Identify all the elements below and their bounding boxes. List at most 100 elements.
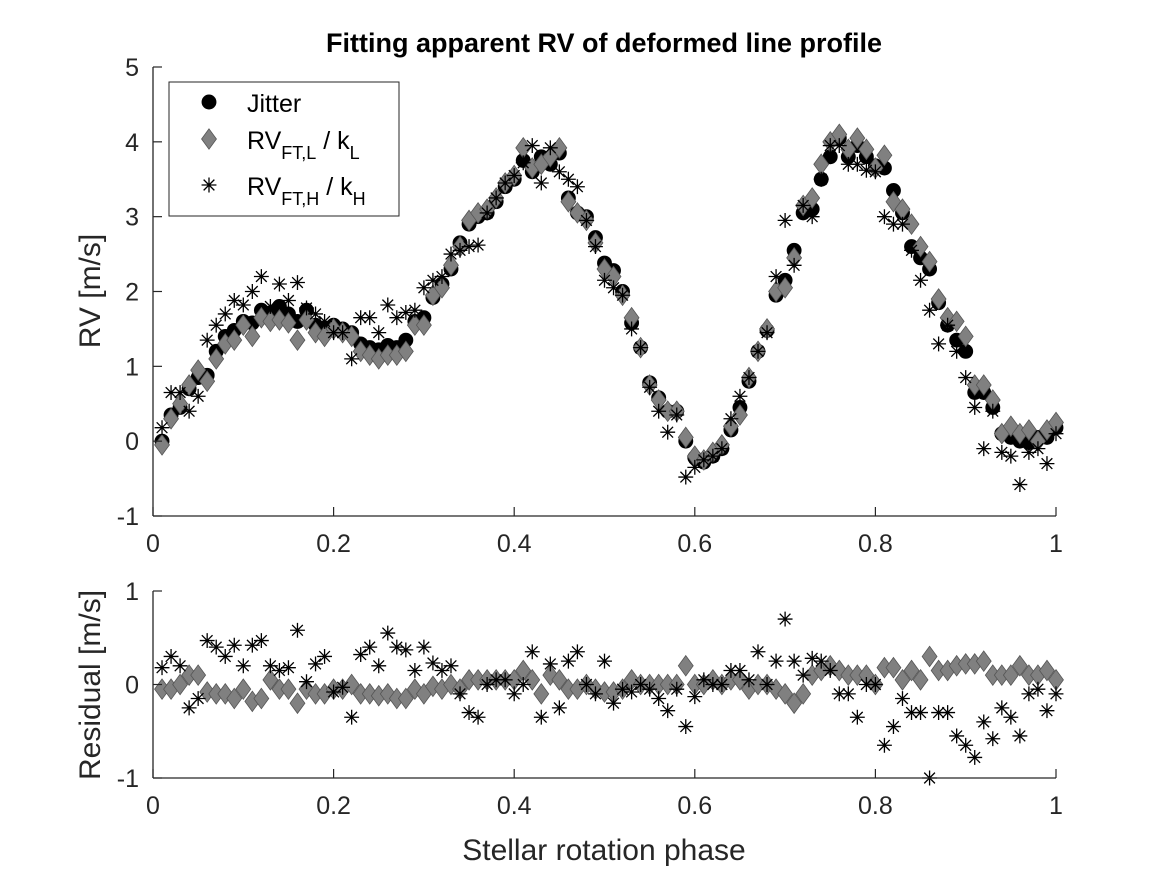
residual-point-diamond <box>172 673 189 696</box>
residual-point-star <box>299 674 314 690</box>
rv-point-star <box>271 276 287 292</box>
rv-point-star <box>922 302 938 318</box>
residual-point-diamond <box>226 687 243 710</box>
rv-point-star <box>497 175 513 191</box>
residual-point-star <box>443 658 459 674</box>
rv-point-star <box>470 237 486 253</box>
residual-point-diamond <box>533 682 550 705</box>
residual-point-star <box>786 653 802 669</box>
rv-y-tick-label: 1 <box>125 353 139 381</box>
rv-point-diamond <box>930 288 947 310</box>
rv-point-star <box>190 388 206 404</box>
rv-point-star <box>822 138 838 154</box>
rv-panel: Fitting apparent RV of deformed line pro… <box>74 28 1064 558</box>
rv-point-star <box>542 140 558 156</box>
residual-point-star <box>597 653 612 669</box>
residual-point-star <box>606 695 621 711</box>
rv-point-diamond <box>677 426 694 449</box>
rv-point-star <box>597 272 612 288</box>
rv-point-star <box>380 297 396 313</box>
rv-point-star <box>633 340 649 356</box>
rv-point-star <box>813 171 829 187</box>
legend-marker-star <box>201 177 217 193</box>
residual-point-star <box>542 656 558 672</box>
residual-point-star <box>813 653 829 669</box>
residual-point-star <box>804 650 820 666</box>
residual-point-star <box>524 644 540 660</box>
residual-point-diamond <box>542 664 559 687</box>
legend-label-part: H <box>353 189 366 209</box>
residual-point-star <box>651 691 667 706</box>
rv-point-star <box>615 287 630 303</box>
rv-point-diamond <box>1020 419 1037 441</box>
rv-point-star <box>154 420 170 436</box>
residual-point-star <box>714 677 730 692</box>
rv-point-star <box>795 198 811 213</box>
residual-point-star <box>967 749 983 765</box>
residual-point-star <box>1039 703 1055 719</box>
rv-point-star <box>579 212 594 228</box>
residual-point-star <box>172 658 188 674</box>
rv-point-star <box>759 325 775 341</box>
residual-point-star <box>687 689 703 705</box>
rv-y-tick-label: 3 <box>125 204 139 232</box>
rv-point-star <box>588 239 603 255</box>
residual-point-star <box>624 684 640 700</box>
residual-y-tick-label: 0 <box>125 672 139 700</box>
rv-point-star <box>299 300 314 316</box>
rv-point-star <box>940 317 956 333</box>
rv-point-star <box>172 385 188 400</box>
rv-point-diamond <box>957 325 974 348</box>
rv-point-star <box>876 209 892 225</box>
legend-label-part: / k <box>319 173 353 201</box>
residual-point-star <box>1030 681 1046 697</box>
rv-point-diamond <box>226 329 243 352</box>
residual-point-diamond <box>190 664 207 687</box>
residual-point-star <box>976 714 992 730</box>
rv-point-star <box>786 257 802 273</box>
rv-point-star <box>867 164 883 180</box>
rv-point-star <box>226 293 242 308</box>
rv-point-circle <box>822 149 838 165</box>
rv-point-diamond <box>397 340 414 363</box>
rv-point-star <box>524 138 540 154</box>
residual-point-star <box>750 644 766 660</box>
rv-point-diamond <box>948 310 965 333</box>
rv-point-star <box>235 297 251 313</box>
residual-point-star <box>190 691 206 706</box>
residual-marks <box>154 611 1064 786</box>
residual-point-star <box>949 728 965 744</box>
residual-point-diamond <box>289 692 306 715</box>
residual-point-star <box>470 709 486 725</box>
residual-point-star <box>1012 728 1028 744</box>
residual-point-diamond <box>253 687 270 710</box>
rv-point-star <box>326 325 342 341</box>
residual-point-diamond <box>379 682 396 705</box>
residual-point-star <box>876 737 892 753</box>
residual-point-star <box>533 709 549 725</box>
rv-y-tick-label: 2 <box>125 279 139 307</box>
rv-point-star <box>949 343 965 359</box>
chart-title: Fitting apparent RV of deformed line pro… <box>326 28 882 58</box>
residual-point-star <box>985 731 1001 747</box>
residual-point-star <box>615 681 630 697</box>
residual-point-star <box>163 649 179 664</box>
rv-point-star <box>750 343 766 359</box>
residual-point-star <box>425 655 441 671</box>
residual-point-star <box>506 686 522 702</box>
rv-point-diamond <box>975 374 992 396</box>
rv-point-star <box>1039 456 1055 472</box>
rv-point-star <box>281 293 296 308</box>
residual-point-star <box>768 653 784 669</box>
residual-point-star <box>154 660 170 676</box>
rv-point-star <box>849 156 865 172</box>
rv-point-star <box>840 156 856 172</box>
residual-point-star <box>759 677 775 692</box>
rv-point-diamond <box>235 314 252 337</box>
rv-point-star <box>858 162 874 178</box>
residual-point-diamond <box>786 692 803 715</box>
residual-point-star <box>271 663 287 678</box>
legend-marker-diamond <box>201 128 217 150</box>
